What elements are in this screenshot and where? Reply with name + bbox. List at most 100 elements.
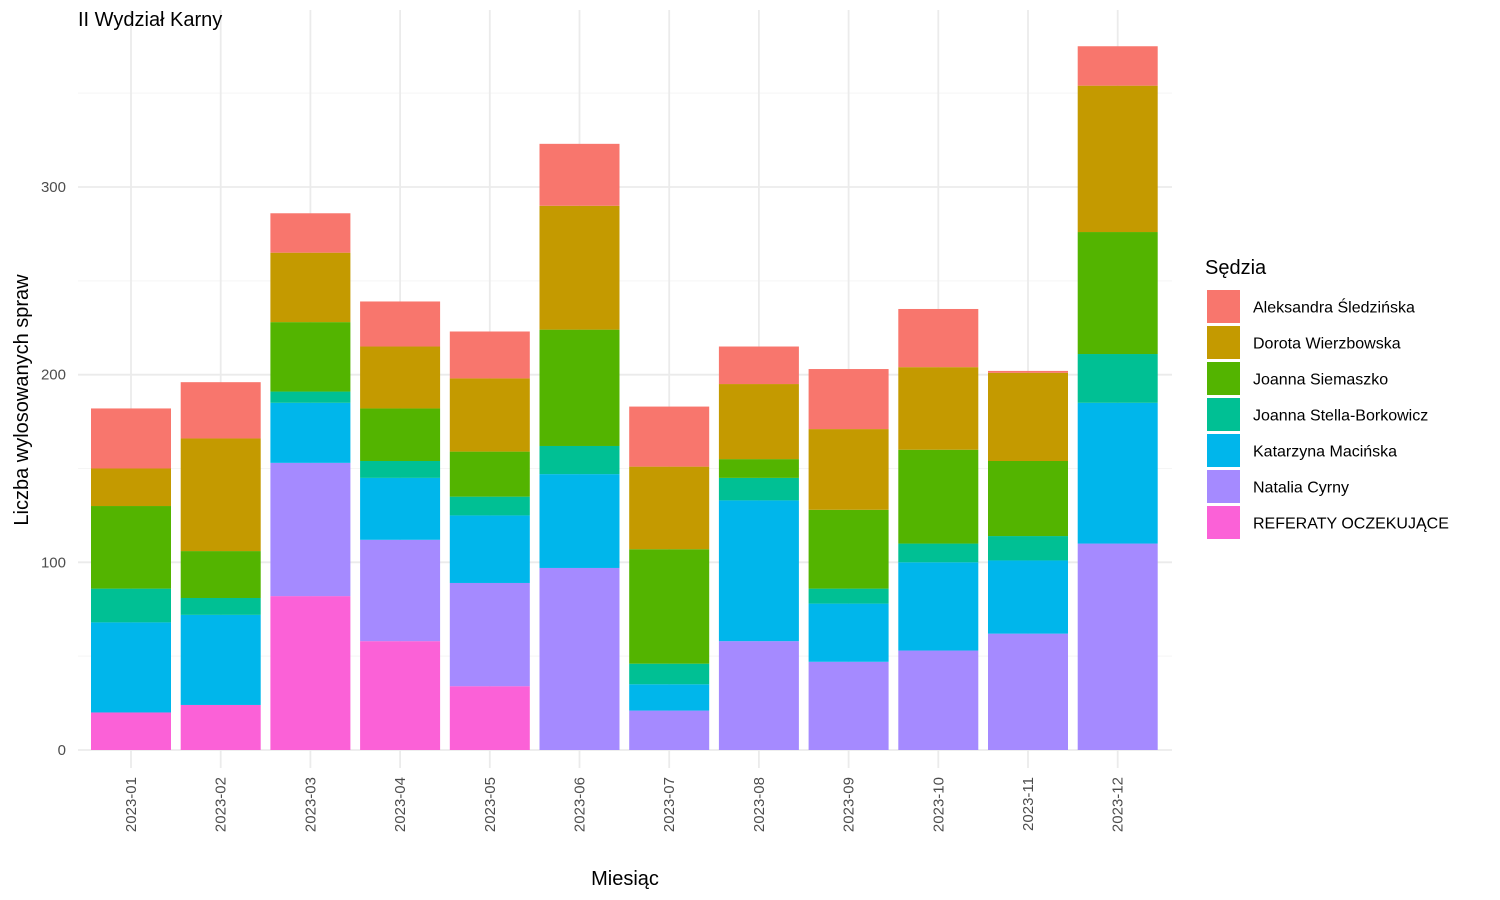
bar-segment <box>808 369 889 430</box>
bar-segment <box>1077 354 1158 403</box>
bar-segment <box>91 622 171 713</box>
bar-segment <box>539 474 620 568</box>
bar-segment <box>180 382 261 439</box>
legend-label: Katarzyna Macińska <box>1253 444 1397 461</box>
bar-segment <box>270 213 351 253</box>
legend-label: REFERATY OCZEKUJĄCE <box>1253 516 1449 533</box>
bar-segment <box>1077 46 1158 86</box>
bar-segment <box>449 451 530 497</box>
bar-segment <box>270 596 351 750</box>
bar-segment <box>988 633 1068 750</box>
bar-segment <box>360 301 441 347</box>
bar-segment <box>988 460 1068 537</box>
bar-segment <box>1077 402 1158 544</box>
bar-segment <box>91 468 171 507</box>
bar-segment <box>270 462 351 597</box>
x-tick-label: 2023-02 <box>213 777 230 832</box>
legend-label: Natalia Cyrny <box>1253 480 1349 497</box>
bar-segment <box>808 603 889 662</box>
x-tick-label: 2023-08 <box>751 777 768 832</box>
bar-segment <box>539 567 620 750</box>
legend-swatch <box>1207 290 1240 323</box>
bar-segment <box>539 329 620 446</box>
x-tick-label: 2023-09 <box>841 777 858 832</box>
legend-swatch <box>1207 398 1240 431</box>
legend-title: Sędzia <box>1205 257 1267 279</box>
x-axis-title: Miesiąc <box>591 868 659 890</box>
x-tick-label: 2023-10 <box>930 777 947 832</box>
legend: Sędzia Aleksandra Śledzińska Dorota Wierz… <box>1205 257 1449 539</box>
bar-segment <box>629 466 710 550</box>
bar-segment <box>898 650 979 750</box>
bar-segment <box>718 384 799 460</box>
legend-label: Aleksandra Śledzińska <box>1253 298 1415 317</box>
bar-segment <box>360 460 441 478</box>
legend-label: Dorota Wierzbowska <box>1253 336 1401 353</box>
bar-segment <box>898 308 979 368</box>
bar-segment <box>988 370 1068 373</box>
bar-segment <box>449 515 530 583</box>
bar-segment <box>180 551 261 598</box>
y-tick-label: 0 <box>58 742 66 759</box>
bar-segment <box>360 539 441 642</box>
bar-segment <box>808 429 889 510</box>
x-tick-label: 2023-12 <box>1110 777 1127 832</box>
bar-segment <box>718 477 799 501</box>
y-tick-label: 300 <box>41 179 66 196</box>
bar-segment <box>91 588 171 623</box>
bar-segment <box>360 346 441 409</box>
bar-segment <box>629 663 710 685</box>
axis-layer: 0 100 200 300 2023-01 2023-02 2023-03 2023-04 20… <box>41 179 1127 832</box>
legend-label: Joanna Siemaszko <box>1253 372 1388 389</box>
bar-segment <box>629 710 710 750</box>
bar-segment <box>898 543 979 563</box>
bar-layer <box>91 46 1158 750</box>
bar-segment <box>718 500 799 642</box>
bar-segment <box>449 496 530 516</box>
bar-segment <box>808 509 889 589</box>
chart-title: II Wydział Karny <box>78 9 222 31</box>
x-tick-label: 2023-07 <box>661 777 678 832</box>
bar-segment <box>718 459 799 478</box>
bar-segment <box>539 205 620 330</box>
bar-segment <box>360 408 441 461</box>
bar-segment <box>629 549 710 664</box>
bar-segment <box>1077 232 1158 355</box>
y-tick-label: 100 <box>41 554 66 571</box>
bar-segment <box>91 408 171 469</box>
bar-segment <box>180 614 261 705</box>
bar-segment <box>898 449 979 544</box>
legend-swatch <box>1207 470 1240 503</box>
bar-segment <box>629 684 710 711</box>
bar-segment <box>91 506 171 589</box>
legend-swatch <box>1207 326 1240 359</box>
x-tick-label: 2023-11 <box>1020 777 1037 831</box>
bar-segment <box>449 378 530 452</box>
bar-segment <box>629 406 710 467</box>
bar-segment <box>988 372 1068 461</box>
bar-segment <box>449 331 530 379</box>
bar-segment <box>270 252 351 323</box>
y-tick-label: 200 <box>41 367 66 384</box>
bar-segment <box>718 346 799 385</box>
bar-segment <box>898 367 979 450</box>
bar-segment <box>898 562 979 651</box>
legend-swatch <box>1207 434 1240 467</box>
bar-segment <box>1077 85 1158 233</box>
bar-segment <box>449 686 530 750</box>
bar-segment <box>449 582 530 687</box>
bar-segment <box>180 704 261 750</box>
x-tick-label: 2023-01 <box>123 777 140 832</box>
bar-segment <box>718 641 799 750</box>
x-tick-label: 2023-03 <box>302 777 319 832</box>
bar-segment <box>808 661 889 750</box>
bar-segment <box>360 641 441 750</box>
bar-segment <box>1077 543 1158 750</box>
bar-segment <box>180 597 261 615</box>
legend-swatch <box>1207 506 1240 539</box>
bar-segment <box>91 712 171 750</box>
bar-segment <box>808 588 889 604</box>
legend-label: Joanna Stella-Borkowicz <box>1253 408 1428 425</box>
